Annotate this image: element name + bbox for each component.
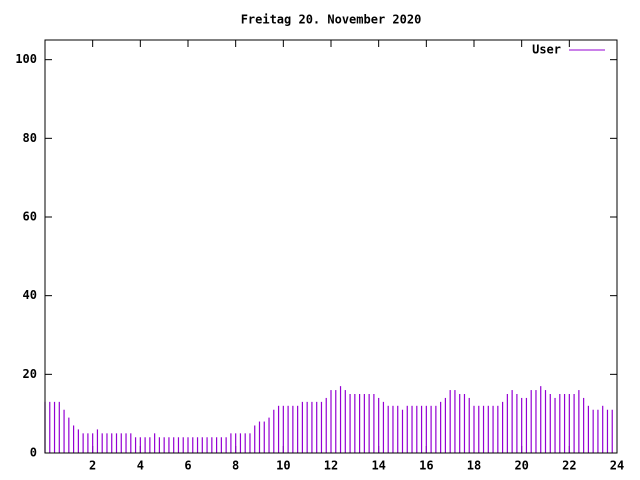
y-tick-label: 20 (23, 367, 37, 381)
x-tick-label: 22 (562, 459, 576, 473)
x-tick-label: 24 (610, 459, 624, 473)
y-tick-label: 100 (15, 52, 37, 66)
x-tick-label: 8 (232, 459, 239, 473)
x-tick-label: 16 (419, 459, 433, 473)
x-tick-label: 12 (324, 459, 338, 473)
x-tick-label: 14 (371, 459, 385, 473)
x-tick-label: 18 (467, 459, 481, 473)
x-tick-label: 2 (89, 459, 96, 473)
y-tick-label: 60 (23, 210, 37, 224)
y-tick-label: 80 (23, 131, 37, 145)
x-tick-label: 6 (184, 459, 191, 473)
y-tick-label: 40 (23, 288, 37, 302)
plot-frame (44, 39, 618, 454)
x-tick-label: 10 (276, 459, 290, 473)
x-tick-label: 4 (137, 459, 144, 473)
legend-label: User (532, 43, 561, 57)
x-tick-label: 20 (514, 459, 528, 473)
chart-title: Freitag 20. November 2020 (241, 13, 422, 27)
y-tick-label: 0 (30, 446, 37, 460)
